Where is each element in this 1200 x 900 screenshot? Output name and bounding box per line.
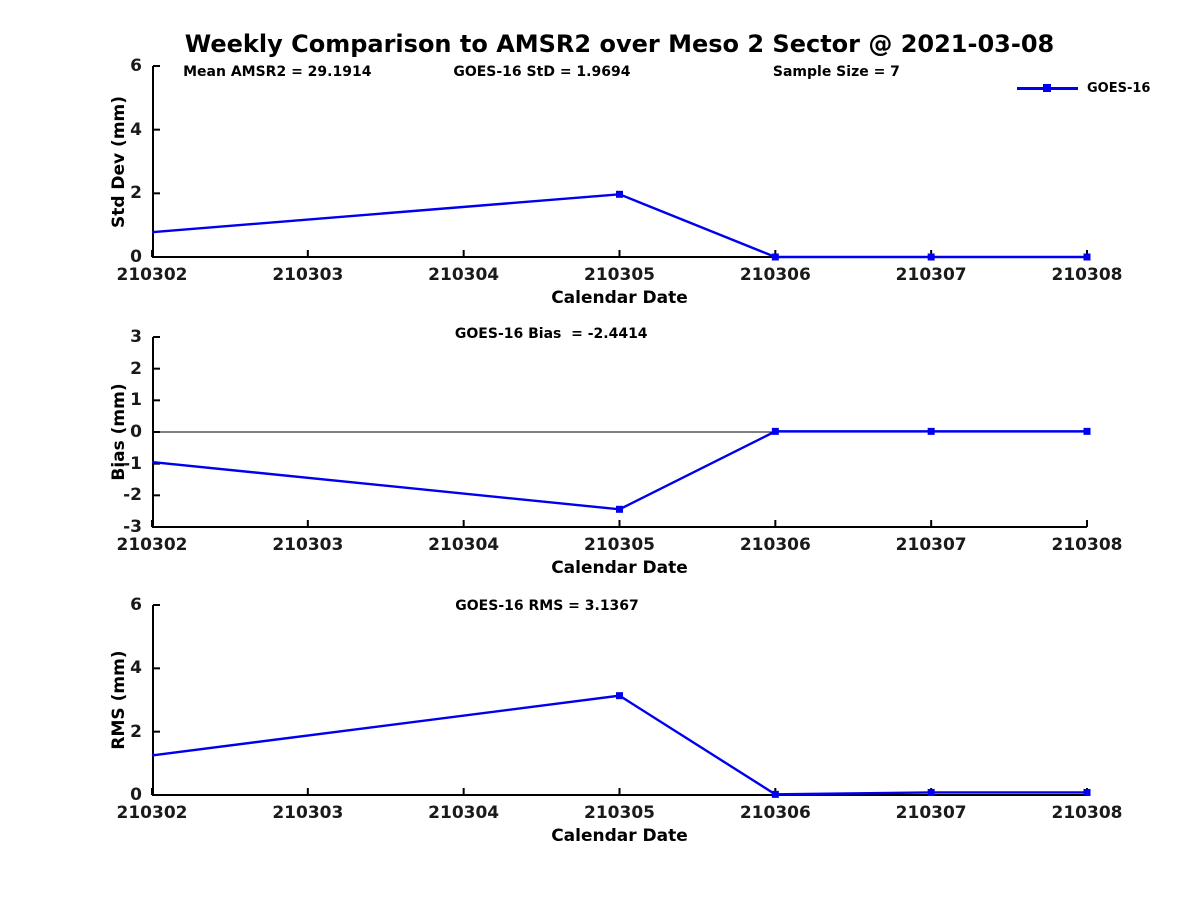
y-tick-label: -1 bbox=[123, 453, 142, 474]
x-tick-label: 210302 bbox=[116, 265, 188, 285]
y-tick-label: 6 bbox=[130, 56, 142, 76]
y-tick-label: 4 bbox=[130, 658, 142, 679]
stat-annotation: Mean AMSR2 = 29.1914 bbox=[183, 64, 372, 80]
data-point-marker bbox=[616, 505, 623, 513]
y-tick-label: 3 bbox=[130, 327, 142, 347]
stat-annotation: GOES-16 StD = 1.9694 bbox=[453, 64, 631, 80]
x-tick-label: 210307 bbox=[895, 265, 967, 285]
y-tick-label: 2 bbox=[130, 721, 142, 742]
y-tick-label: -2 bbox=[123, 485, 142, 506]
plot-area bbox=[151, 336, 1091, 528]
x-tick-label: 210304 bbox=[428, 803, 500, 823]
x-tick-label: 210303 bbox=[272, 535, 344, 555]
data-point-marker bbox=[927, 788, 935, 796]
x-tick-label: 210305 bbox=[584, 265, 655, 285]
series-line bbox=[151, 694, 1087, 796]
data-point-marker bbox=[927, 427, 935, 435]
y-axis-label: Std Dev (mm) bbox=[109, 95, 129, 228]
data-point-marker bbox=[771, 427, 779, 435]
x-tick-label: 210306 bbox=[739, 265, 811, 285]
plot-area bbox=[151, 604, 1091, 798]
series-line bbox=[151, 430, 1087, 511]
data-point-marker bbox=[771, 790, 779, 798]
x-tick-label: 210304 bbox=[428, 535, 500, 555]
y-tick-label: -3 bbox=[123, 517, 142, 537]
data-point-marker bbox=[927, 253, 935, 261]
data-point-marker bbox=[616, 692, 623, 700]
y-tick-label: 0 bbox=[130, 785, 142, 805]
data-point-marker bbox=[1083, 253, 1091, 261]
legend-label: GOES-16 bbox=[1087, 81, 1151, 96]
x-axis-label: Calendar Date bbox=[551, 288, 688, 308]
plot-area bbox=[151, 65, 1091, 261]
x-tick-label: 210305 bbox=[584, 535, 655, 555]
y-tick-label: 0 bbox=[130, 422, 142, 442]
x-axis-label: Calendar Date bbox=[551, 826, 688, 846]
y-tick-label: 1 bbox=[130, 390, 142, 411]
x-tick-label: 210304 bbox=[428, 265, 500, 285]
x-tick-label: 210306 bbox=[739, 535, 811, 555]
data-point-marker bbox=[616, 190, 623, 198]
y-tick-label: 4 bbox=[130, 119, 142, 140]
x-tick-label: 210307 bbox=[895, 535, 967, 555]
x-tick-label: 210303 bbox=[272, 265, 344, 285]
y-axis-label: Bias (mm) bbox=[109, 383, 129, 481]
x-axis-label: Calendar Date bbox=[551, 558, 688, 578]
y-axis-label: RMS (mm) bbox=[109, 650, 129, 750]
y-tick-label: 0 bbox=[130, 247, 142, 267]
stat-annotation: GOES-16 Bias = -2.4414 bbox=[454, 326, 648, 342]
data-point-marker bbox=[1083, 427, 1091, 435]
y-tick-label: 2 bbox=[130, 183, 142, 204]
y-tick-label: 6 bbox=[130, 595, 142, 615]
x-tick-label: 210308 bbox=[1051, 265, 1123, 285]
legend-square-marker-icon bbox=[1043, 84, 1051, 92]
series-line bbox=[151, 193, 1087, 259]
x-tick-label: 210303 bbox=[272, 803, 344, 823]
x-tick-label: 210308 bbox=[1051, 535, 1123, 555]
x-tick-label: 210306 bbox=[739, 803, 811, 823]
x-tick-label: 210307 bbox=[895, 803, 967, 823]
y-tick-label: 2 bbox=[130, 358, 142, 379]
stat-annotation: GOES-16 RMS = 3.1367 bbox=[455, 598, 639, 614]
stat-annotation: Sample Size = 7 bbox=[772, 64, 900, 80]
chart-title: Weekly Comparison to AMSR2 over Meso 2 S… bbox=[184, 30, 1055, 58]
x-tick-label: 210302 bbox=[116, 803, 188, 823]
data-point-marker bbox=[1083, 788, 1091, 796]
data-point-marker bbox=[771, 253, 779, 261]
x-tick-label: 210302 bbox=[116, 535, 188, 555]
x-tick-label: 210305 bbox=[584, 803, 655, 823]
x-tick-label: 210308 bbox=[1051, 803, 1123, 823]
